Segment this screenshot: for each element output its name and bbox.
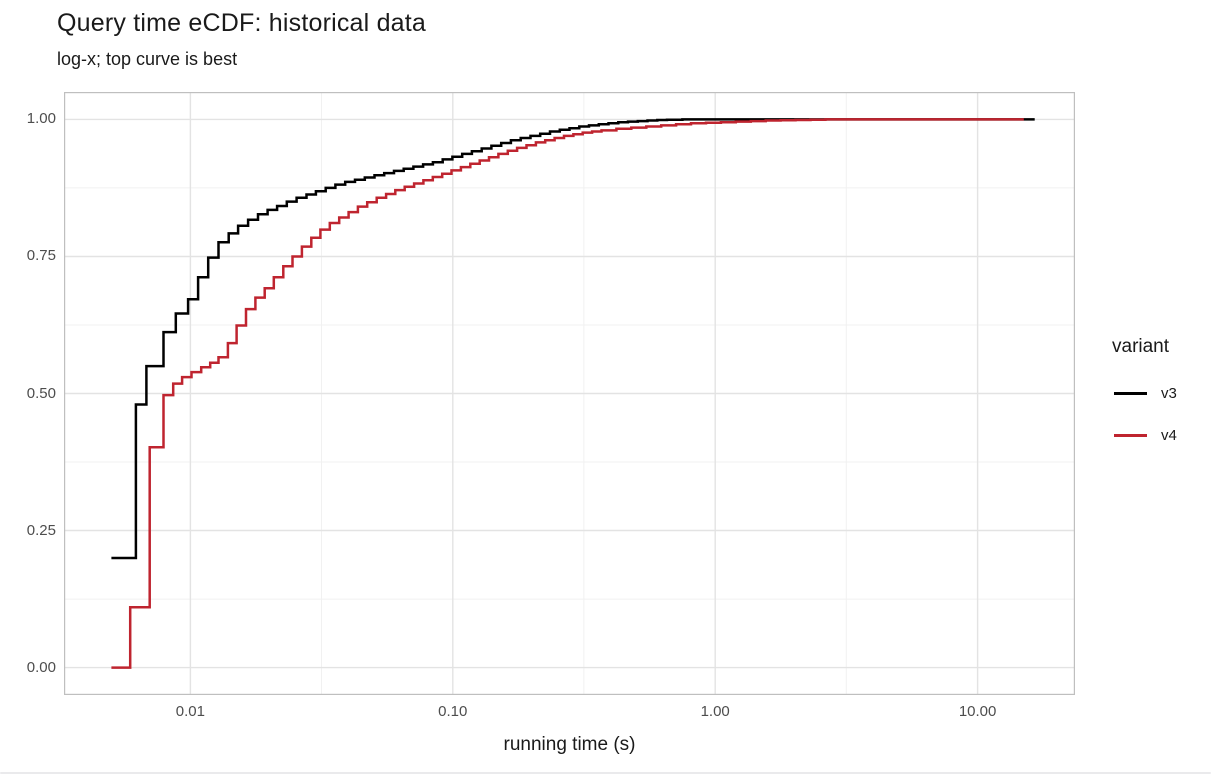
y-tick-label-0.75: 0.75 xyxy=(26,247,56,265)
bottom-divider xyxy=(0,772,1211,774)
chart-subtitle: log-x; top curve is best xyxy=(57,49,238,69)
x-tick-label-1.00: 1.00 xyxy=(700,703,730,720)
x-tick-label-0.10: 0.10 xyxy=(438,703,468,720)
legend: variant v3 v4 xyxy=(1112,336,1207,465)
chart-title: Query time eCDF: historical data xyxy=(57,9,427,37)
legend-entry-v4: v4 xyxy=(1112,423,1207,447)
x-tick-label-10.00: 10.00 xyxy=(958,703,997,720)
legend-label-v3: v3 xyxy=(1161,384,1177,402)
legend-key-line-v3 xyxy=(1114,391,1147,395)
legend-title: variant xyxy=(1112,336,1170,357)
legend-label-v4: v4 xyxy=(1161,426,1177,444)
series-v4-curve xyxy=(111,118,1024,669)
plot-panel xyxy=(64,92,1075,695)
plot-canvas xyxy=(64,92,1075,695)
legend-entry-v3: v3 xyxy=(1112,381,1207,405)
y-tick-label-1.00: 1.00 xyxy=(26,110,56,128)
series-v3-curve xyxy=(111,118,1035,560)
x-tick-label-0.01: 0.01 xyxy=(175,703,205,720)
y-tick-label-0.00: 0.00 xyxy=(26,658,56,676)
y-tick-label-0.50: 0.50 xyxy=(26,384,56,402)
y-tick-label-0.25: 0.25 xyxy=(26,521,56,539)
x-axis-title: running time (s) xyxy=(503,734,636,755)
legend-key-line-v4 xyxy=(1114,433,1147,437)
